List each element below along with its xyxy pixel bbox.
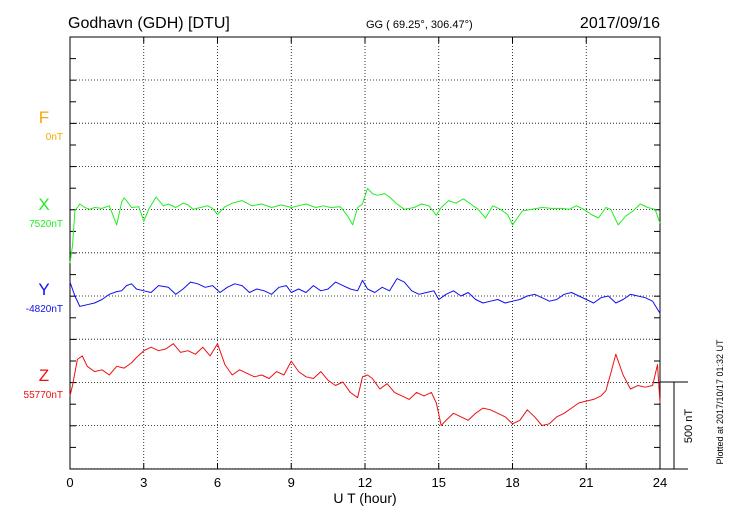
x-tick-label: 0 (66, 475, 73, 490)
x-axis: 0 3 6 9 12 15 18 21 24 (66, 37, 667, 490)
x-tick-label: 15 (432, 475, 446, 490)
series-name-Y: Y (38, 280, 49, 299)
grid (70, 37, 660, 470)
x-axis-label: U T (hour) (333, 490, 396, 506)
series-baseline-X: 7520nT (29, 219, 63, 230)
x-tick-label: 24 (653, 475, 667, 490)
date-label: 2017/09/16 (580, 15, 660, 32)
series-lines (69, 187, 661, 426)
scale-bar: 500 nT (660, 381, 695, 470)
series-line-X (69, 187, 661, 264)
coordinates-label: GG ( 69.25°, 306.47°) (366, 19, 473, 31)
series-name-X: X (38, 195, 49, 214)
series-baseline-Y: -4820nT (26, 304, 63, 315)
series-baseline-F: 0nT (46, 132, 63, 143)
x-tick-label: 18 (505, 475, 519, 490)
series-name-Z: Z (39, 366, 49, 385)
series-line-Y (69, 278, 661, 314)
x-tick-label: 12 (358, 475, 372, 490)
series-labels: F 0nT X 7520nT Y -4820nT Z 55770nT (24, 108, 63, 401)
series-line-Z (69, 343, 661, 426)
series-baseline-Z: 55770nT (24, 390, 63, 401)
x-tick-label: 6 (214, 475, 221, 490)
scale-bar-label: 500 nT (683, 409, 695, 444)
plotted-note: Plotted at 2017/10/17 01:32 UT (715, 339, 725, 465)
x-tick-label: 3 (140, 475, 147, 490)
station-title: Godhavn (GDH) [DTU] (68, 15, 230, 32)
series-name-F: F (39, 108, 49, 127)
x-tick-label: 21 (579, 475, 593, 490)
x-tick-label: 9 (288, 475, 295, 490)
